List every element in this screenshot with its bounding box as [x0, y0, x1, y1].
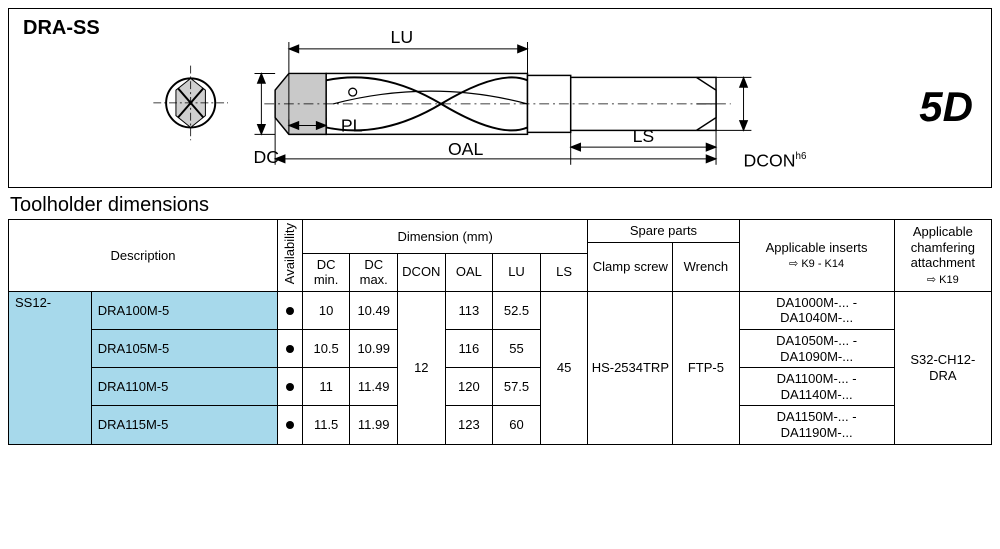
dim-label-pl: PL: [341, 115, 363, 135]
model-prefix-cell: SS12-: [9, 291, 92, 444]
table-row: SS12- DRA100M-5 10 10.49 12 113 52.5 45 …: [9, 291, 992, 329]
header-dc-min: DC min.: [302, 253, 350, 291]
availability-dot-icon: [286, 383, 294, 391]
technical-diagram-panel: DRA-SS: [8, 8, 992, 188]
header-dcon: DCON: [398, 253, 446, 291]
header-dc-max: DC max.: [350, 253, 398, 291]
dc-max-cell: 10.49: [350, 291, 398, 329]
side-view-icon: [264, 73, 730, 134]
availability-cell: [278, 368, 303, 406]
header-availability: Availability: [278, 220, 303, 292]
inserts-cell: DA1050M-... - DA1090M-...: [739, 329, 894, 367]
end-view-icon: [153, 66, 228, 141]
dcon-cell: 12: [398, 291, 446, 444]
dc-max-cell: 11.99: [350, 406, 398, 444]
header-applicable-inserts: Applicable inserts ⇨ K9 - K14: [739, 220, 894, 292]
lu-cell: 57.5: [493, 368, 541, 406]
wrench-cell: FTP-5: [673, 291, 739, 444]
header-dimension-group: Dimension (mm): [302, 220, 588, 254]
dc-min-cell: 10.5: [302, 329, 350, 367]
toolholder-dimensions-table: Description Availability Dimension (mm) …: [8, 219, 992, 445]
inserts-cell: DA1000M-... - DA1040M-...: [739, 291, 894, 329]
model-cell: DRA100M-5: [91, 291, 277, 329]
drill-diagram-svg: LU PL OAL LS: [9, 9, 991, 187]
header-description: Description: [9, 220, 278, 292]
model-cell: DRA105M-5: [91, 329, 277, 367]
header-applicable-chamfering: Applicable chamfering attachment ⇨ K19: [894, 220, 991, 292]
table-row: DRA110M-5 11 11.49 120 57.5 DA1100M-... …: [9, 368, 992, 406]
oal-cell: 116: [445, 329, 493, 367]
dc-min-cell: 10: [302, 291, 350, 329]
availability-cell: [278, 406, 303, 444]
header-spare-parts: Spare parts: [588, 220, 739, 243]
availability-cell: [278, 329, 303, 367]
dc-min-cell: 11.5: [302, 406, 350, 444]
dim-label-oal: OAL: [448, 139, 484, 159]
dc-min-cell: 11: [302, 368, 350, 406]
inserts-cell: DA1150M-... - DA1190M-...: [739, 406, 894, 444]
section-heading: Toolholder dimensions: [10, 194, 992, 217]
depth-ratio-badge: 5D: [919, 83, 973, 131]
oal-cell: 120: [445, 368, 493, 406]
lu-cell: 52.5: [493, 291, 541, 329]
dim-label-dcon: DCONh6: [744, 151, 807, 171]
clamp-screw-cell: HS-2534TRP: [588, 291, 673, 444]
lu-cell: 60: [493, 406, 541, 444]
ls-cell: 45: [540, 291, 588, 444]
dc-max-cell: 11.49: [350, 368, 398, 406]
dc-max-cell: 10.99: [350, 329, 398, 367]
header-wrench: Wrench: [673, 242, 739, 291]
inserts-cell: DA1100M-... - DA1140M-...: [739, 368, 894, 406]
oal-cell: 123: [445, 406, 493, 444]
header-lu: LU: [493, 253, 541, 291]
availability-dot-icon: [286, 421, 294, 429]
header-ls: LS: [540, 253, 588, 291]
chamfer-cell: S32-CH12-DRA: [894, 291, 991, 444]
table-body: SS12- DRA100M-5 10 10.49 12 113 52.5 45 …: [9, 291, 992, 444]
availability-dot-icon: [286, 345, 294, 353]
table-row: DRA105M-5 10.5 10.99 116 55 DA1050M-... …: [9, 329, 992, 367]
table-row: DRA115M-5 11.5 11.99 123 60 DA1150M-... …: [9, 406, 992, 444]
availability-dot-icon: [286, 307, 294, 315]
header-oal: OAL: [445, 253, 493, 291]
lu-cell: 55: [493, 329, 541, 367]
dim-label-lu: LU: [391, 27, 414, 47]
model-cell: DRA110M-5: [91, 368, 277, 406]
dim-label-ls: LS: [633, 126, 655, 146]
header-clamp-screw: Clamp screw: [588, 242, 673, 291]
dim-label-dc: DC: [254, 147, 280, 167]
availability-cell: [278, 291, 303, 329]
model-cell: DRA115M-5: [91, 406, 277, 444]
oal-cell: 113: [445, 291, 493, 329]
